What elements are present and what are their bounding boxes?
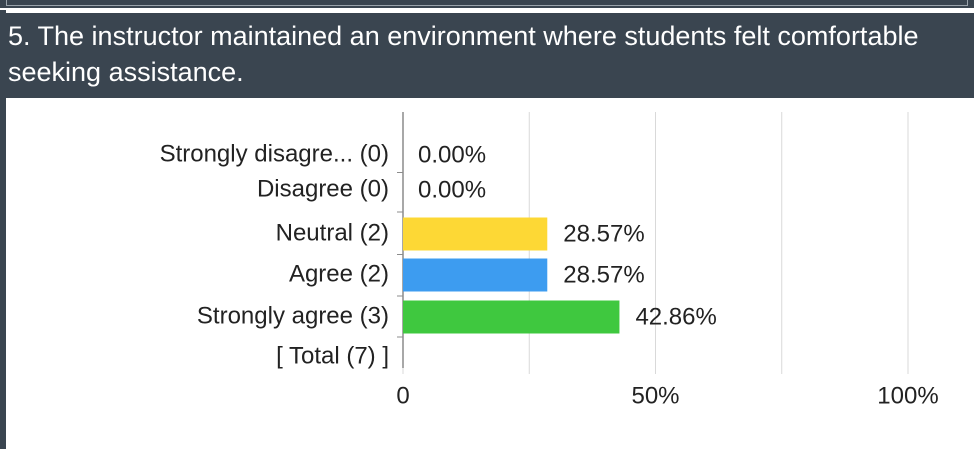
x-tick-label: 50%	[631, 382, 679, 409]
bar	[403, 217, 548, 251]
question-title: 5. The instructor maintained an environm…	[8, 21, 919, 87]
bar	[403, 258, 548, 292]
frame	[6, 0, 968, 6]
left-border	[0, 10, 6, 449]
category-label: Disagree (0)	[257, 175, 389, 202]
top-strip	[0, 0, 974, 10]
bar	[403, 300, 620, 334]
value-label: 0.00%	[418, 176, 486, 203]
x-tick-label: 100%	[877, 382, 938, 409]
value-label: 28.57%	[563, 220, 644, 247]
x-tick-label: 0	[396, 382, 409, 409]
category-label: Strongly disagre... (0)	[160, 140, 389, 167]
value-label: 0.00%	[418, 141, 486, 168]
category-label: [ Total (7) ]	[276, 342, 389, 369]
value-label: 28.57%	[563, 261, 644, 288]
category-label: Neutral (2)	[276, 219, 389, 246]
question-header	[0, 13, 974, 98]
value-label: 42.86%	[635, 303, 716, 330]
category-label: Agree (2)	[289, 260, 389, 287]
category-label: Strongly agree (3)	[197, 302, 389, 329]
